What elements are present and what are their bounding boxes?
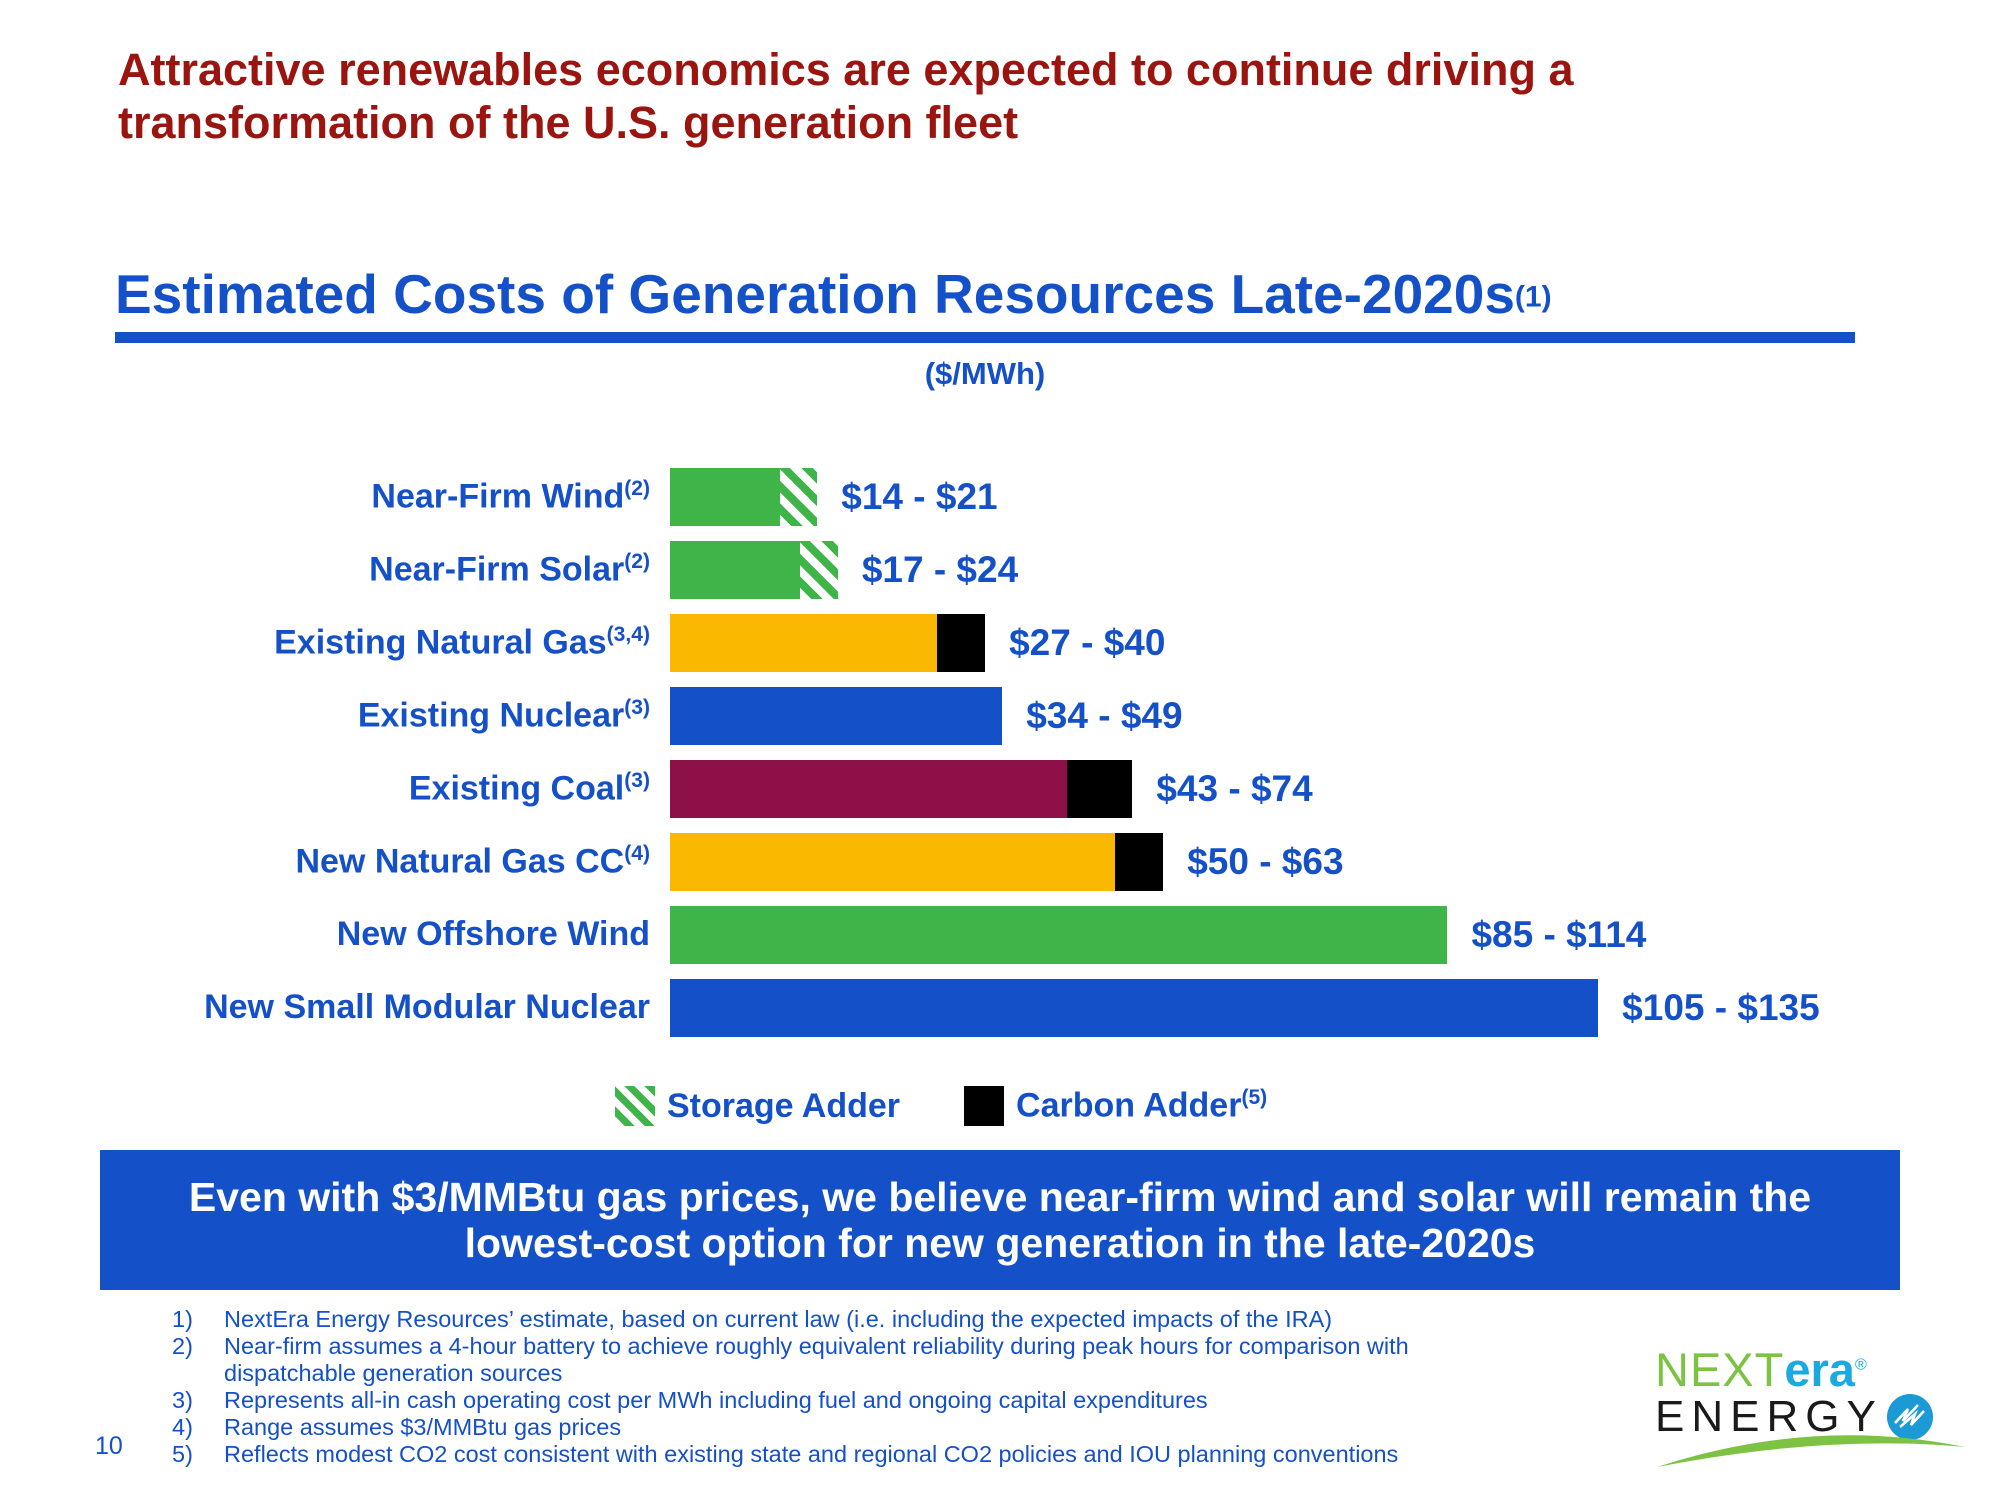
swoosh-icon [1657,1435,1965,1467]
footnote-text: Reflects modest CO2 cost consistent with… [224,1441,1399,1467]
category-label: Existing Natural Gas(3,4) [274,622,650,662]
footnote-text: Range assumes $3/MMBtu gas prices [224,1414,622,1440]
storage-adder-swatch [615,1086,655,1126]
category-footnote-ref: (3) [624,768,650,792]
chart-row: Near-Firm Wind(2) $14 - $21 [0,460,2000,533]
key-message-text: Even with $3/MMBtu gas prices, we believ… [188,1173,1812,1266]
footnote-text: Represents all-in cash operating cost pe… [224,1387,1208,1413]
carbon-adder-segment [937,613,986,672]
category-footnote-ref: (3) [624,695,650,719]
chart-row: Near-Firm Solar(2) $17 - $24 [0,533,2000,606]
footnote-number: 4) [172,1414,193,1440]
category-footnote-ref: (2) [624,476,650,500]
bar-group: $27 - $40 [670,613,1166,672]
footnote: 4) Range assumes $3/MMBtu gas prices [172,1414,1442,1441]
nextera-logo-wordmark: NEXTera® [1655,1343,1867,1396]
footnotes: 1) NextEra Energy Resources’ estimate, ba… [172,1306,1442,1468]
chart-title-footnote-ref: (1) [1514,280,1552,314]
category-label: New Offshore Wind [336,915,650,953]
value-label: $14 - $21 [841,475,998,517]
bar-group: $17 - $24 [670,540,1019,599]
category-label: Near-Firm Solar(2) [369,549,650,589]
chart-legend: Storage Adder Carbon Adder(5) [615,1086,1267,1126]
bar-solid-segment [670,613,938,672]
footnote-text: NextEra Energy Resources’ estimate, base… [224,1306,1333,1332]
footnote-text: Near-firm assumes a 4-hour battery to ac… [224,1333,1409,1386]
category-label: Existing Coal(3) [408,768,650,808]
footnote-number: 3) [172,1387,193,1413]
bar-group: $34 - $49 [670,686,1183,745]
value-label: $43 - $74 [1156,767,1313,809]
carbon-adder-segment [1067,759,1133,818]
category-footnote-ref: (4) [624,841,650,865]
value-label: $34 - $49 [1026,694,1183,736]
category-label: New Natural Gas CC(4) [295,841,650,881]
storage-adder-segment [800,540,838,599]
category-label: Existing Nuclear(3) [357,695,650,735]
bar-group: $105 - $135 [670,978,1820,1037]
bar-solid-segment [670,540,801,599]
bar-solid-segment [670,467,780,526]
chart-row: Existing Coal(3) $43 - $74 [0,752,2000,825]
chart-row: New Small Modular Nuclear $105 - $135 [0,971,2000,1044]
bar-solid-segment [670,905,1448,964]
category-label: Near-Firm Wind(2) [371,476,650,516]
carbon-adder-swatch [964,1086,1005,1126]
nextera-logo: NEXTera® ENERGY [1655,1346,1975,1470]
storage-adder-segment [779,467,818,526]
globe-icon [1886,1393,1933,1440]
page-number: 10 [95,1432,123,1460]
chart-title: Estimated Costs of Generation Resources … [115,262,1855,343]
value-label: $50 - $63 [1187,840,1344,882]
value-label: $17 - $24 [861,548,1019,590]
footnote: 5) Reflects modest CO2 cost consistent wi… [172,1441,1442,1468]
chart-unit-subtitle: ($/MWh) [924,356,1046,391]
footnote-number: 5) [172,1441,193,1467]
carbon-adder-label: Carbon Adder(5) [1016,1086,1268,1125]
key-message-banner: Even with $3/MMBtu gas prices, we believ… [100,1150,1900,1290]
bar-solid-segment [670,759,1068,818]
chart-row: New Natural Gas CC(4) $50 - $63 [0,825,2000,898]
bar-solid-segment [670,686,1003,745]
value-label: $27 - $40 [1009,621,1166,663]
category-label: New Small Modular Nuclear [204,988,650,1026]
footnote: 3) Represents all-in cash operating cost … [172,1387,1442,1414]
bar-solid-segment [670,978,1599,1037]
footnote-number: 1) [172,1306,193,1332]
footnote: 2) Near-firm assumes a 4-hour battery to … [172,1333,1442,1387]
bar-group: $43 - $74 [670,759,1313,818]
value-label: $85 - $114 [1471,913,1647,955]
bar-group: $50 - $63 [670,832,1344,891]
nextera-logo-energy: ENERGY [1655,1393,1975,1440]
category-footnote-ref: (2) [624,549,650,573]
chart-title-text: Estimated Costs of Generation Resources … [115,263,1515,325]
category-footnote-ref: (3,4) [606,622,650,646]
chart-row: Existing Natural Gas(3,4) $27 - $40 [0,606,2000,679]
footnote: 1) NextEra Energy Resources’ estimate, ba… [172,1306,1442,1333]
bar-chart: Near-Firm Wind(2) $14 - $21 Near-Firm Sola… [0,460,2000,1044]
slide-heading: Attractive renewables economics are expe… [118,44,1574,148]
value-label: $105 - $135 [1622,986,1820,1028]
footnote-number: 2) [172,1333,193,1359]
chart-row: New Offshore Wind $85 - $114 [0,898,2000,971]
bar-group: $85 - $114 [670,905,1647,964]
bar-solid-segment [670,832,1116,891]
carbon-adder-footnote-ref: (5) [1241,1086,1268,1110]
chart-row: Existing Nuclear(3) $34 - $49 [0,679,2000,752]
storage-adder-label: Storage Adder [667,1086,901,1125]
bar-group: $14 - $21 [670,467,998,526]
carbon-adder-segment [1115,832,1164,891]
